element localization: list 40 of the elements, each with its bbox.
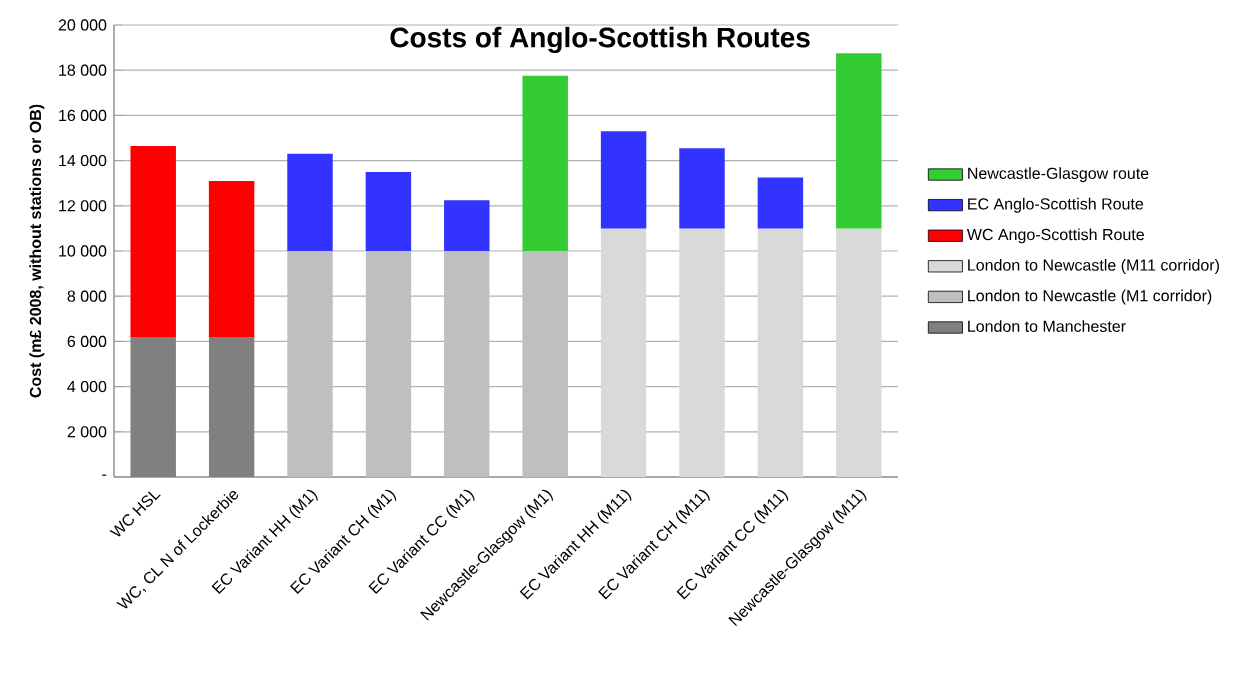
bar: [444, 200, 490, 251]
bar: [444, 251, 490, 477]
legend-label: EC Anglo-Scottish Route: [968, 197, 1144, 213]
y-tick-label: 8 000: [67, 290, 107, 302]
bar: [757, 228, 804, 477]
bar: [522, 251, 568, 477]
y-tick-label: 10 000: [59, 245, 107, 257]
chart-title: Costs of Anglo-Scottish Routes: [390, 26, 810, 54]
bar: [208, 180, 255, 337]
y-tick-label: 2 000: [67, 426, 107, 438]
y-tick-label: 20 000: [58, 19, 107, 31]
legend-label: London to Manchester: [968, 320, 1126, 332]
bar: [522, 75, 568, 251]
bar: [836, 53, 882, 229]
legend-label: London to Newcastle (M11 corridor): [968, 259, 1219, 274]
y-tick-label: 4 000: [67, 380, 107, 393]
bar: [365, 171, 412, 251]
y-tick-label: 16 000: [59, 109, 107, 122]
bar: [287, 251, 333, 477]
legend-label: London to Newcastle (M1 corridor): [968, 289, 1212, 305]
bar: [208, 336, 255, 477]
bar: [600, 228, 647, 477]
y-tick-label: 14 000: [59, 154, 107, 167]
y-tick-label: 18 000: [59, 64, 107, 76]
x-tick-label: WC HSL: [109, 491, 161, 537]
bar: [836, 228, 882, 477]
bar: [287, 153, 333, 251]
bar: [130, 336, 176, 477]
y-tick-label: -: [102, 474, 107, 476]
legend-label: WC Ango-Scottish Route: [966, 228, 1144, 244]
y-tick-label: 12 000: [59, 200, 107, 212]
bar: [679, 228, 725, 477]
bar: [130, 145, 176, 337]
legend-label: Newcastle-Glasgow route: [968, 167, 1149, 183]
y-axis-title: Cost (m£ 2008, without stations or OB): [29, 104, 45, 398]
y-tick-label: 6 000: [67, 335, 107, 348]
bar: [757, 177, 804, 229]
bar: [365, 251, 412, 477]
bar: [600, 131, 647, 229]
bar: [679, 148, 725, 229]
